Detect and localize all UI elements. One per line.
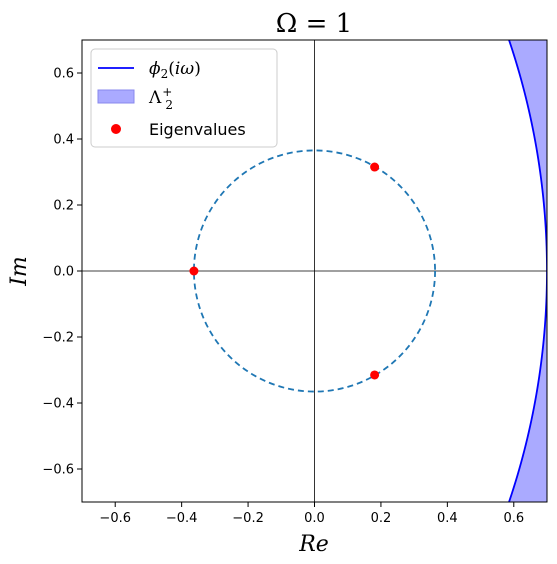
- x-tick-label: 0.6: [503, 511, 524, 526]
- eigenvalue-point: [189, 266, 199, 276]
- y-tick-label: 0.4: [53, 133, 74, 148]
- chart-title: Ω = 1: [276, 9, 352, 39]
- y-axis-label: Im: [7, 256, 32, 287]
- x-axis-label: Re: [298, 532, 329, 557]
- x-tick-label: 0.0: [304, 511, 325, 526]
- phi2-curve: [508, 40, 547, 502]
- legend-label-eigenvalues: Eigenvalues: [149, 120, 246, 139]
- legend: ϕ2(iω) Λ+ 2 Eigenvalues: [90, 48, 278, 148]
- y-ticks: −0.6 −0.4 −0.2 0.0 0.2 0.4 0.6: [42, 67, 82, 478]
- legend-patch-swatch: [97, 89, 135, 104]
- plot-area: [82, 40, 547, 502]
- x-tick-label: 0.2: [371, 511, 392, 526]
- y-tick-label: 0.6: [53, 67, 74, 82]
- legend-box: [90, 48, 278, 148]
- eigenvalue-points: [189, 162, 380, 380]
- eigenvalue-point: [370, 162, 380, 172]
- x-ticks: −0.6 −0.4 −0.2 0.0 0.2 0.4 0.6: [99, 502, 524, 526]
- x-tick-label: −0.4: [166, 511, 198, 526]
- y-tick-label: 0.2: [53, 199, 74, 214]
- dashed-circle: [193, 149, 436, 393]
- legend-marker-eigenvalues: [111, 124, 121, 134]
- x-tick-label: −0.2: [232, 511, 264, 526]
- legend-label-lambda2: Λ+ 2: [148, 85, 173, 112]
- y-tick-label: 0.0: [53, 265, 74, 280]
- x-tick-label: −0.6: [99, 511, 131, 526]
- eigenvalue-point: [370, 370, 380, 380]
- y-tick-label: −0.2: [42, 331, 74, 346]
- region-lambda2-fill: [509, 40, 547, 502]
- x-tick-label: 0.4: [437, 511, 458, 526]
- y-tick-label: −0.4: [42, 397, 74, 412]
- y-tick-label: −0.6: [42, 463, 74, 478]
- legend-label-phi2: ϕ2(iω): [149, 59, 201, 81]
